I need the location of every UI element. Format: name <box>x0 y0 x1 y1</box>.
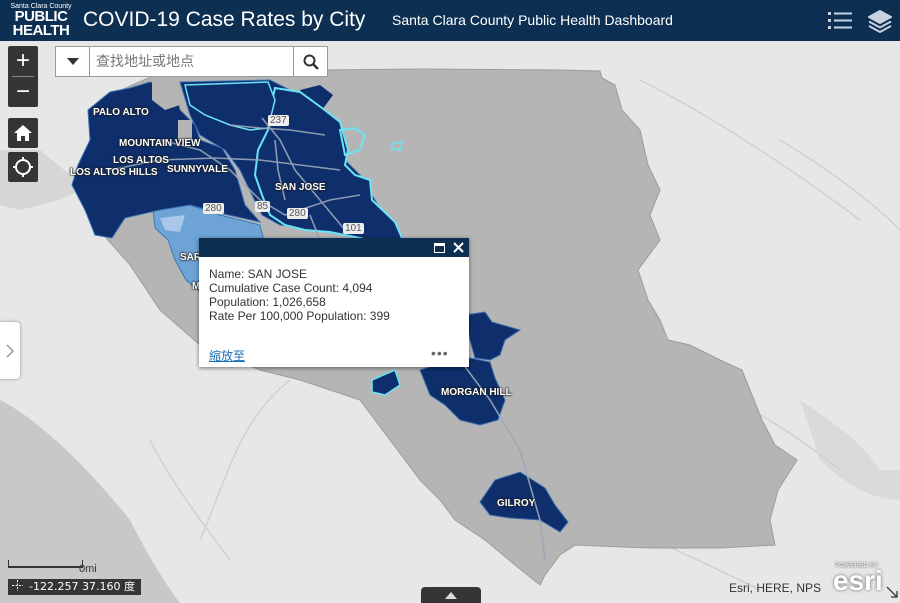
zoom-out-button[interactable]: − <box>15 78 30 105</box>
coordinate-display: -122.257 37.160 度 <box>8 579 141 595</box>
esri-wordmark: esri <box>833 565 883 596</box>
crosshair-icon[interactable] <box>11 579 24 592</box>
logo-public-text: PUBLIC <box>14 8 68 25</box>
caret-up-icon <box>445 591 457 599</box>
esri-logo[interactable]: POWERED BY esri <box>833 561 895 596</box>
home-button[interactable] <box>8 118 38 148</box>
popup-zoom-to-link[interactable]: 縮放至 <box>209 349 246 363</box>
popup-close-button[interactable] <box>451 240 466 255</box>
search-input[interactable] <box>94 51 294 73</box>
logo-county-text: Santa Clara County <box>10 3 72 10</box>
locate-button[interactable] <box>8 152 38 182</box>
search-source-dropdown[interactable] <box>56 47 90 76</box>
search-button[interactable] <box>293 47 327 76</box>
layers-icon[interactable] <box>867 8 893 34</box>
caret-down-icon <box>66 57 79 65</box>
popup-content: Name: SAN JOSE Cumulative Case Count: 4,… <box>199 257 469 323</box>
popup-rate: Rate Per 100,000 Population: 399 <box>209 309 390 323</box>
legend-list-icon[interactable] <box>827 8 853 34</box>
coordinate-text: -122.257 37.160 度 <box>29 580 135 593</box>
feature-popup: Name: SAN JOSE Cumulative Case Count: 4,… <box>199 238 469 367</box>
home-icon <box>14 125 32 141</box>
label-san-jose: SAN JOSE <box>275 182 326 193</box>
label-gilroy: GILROY <box>497 498 536 509</box>
popup-maximize-button[interactable] <box>432 240 447 255</box>
label-mountain-view: MOUNTAIN VIEW <box>119 138 201 149</box>
maximize-icon <box>434 242 445 253</box>
zoom-in-button[interactable]: + <box>15 47 30 74</box>
bottom-panel-toggle[interactable] <box>421 587 481 603</box>
popup-population: Population: 1,026,658 <box>209 295 326 309</box>
logo-health-text: HEALTH <box>12 22 70 39</box>
app-subtitle: Santa Clara County Public Health Dashboa… <box>392 12 673 28</box>
zoom-control: + − <box>8 46 38 107</box>
search-icon <box>303 54 319 70</box>
app-header: Santa Clara County PUBLIC HEALTH COVID-1… <box>0 0 900 41</box>
popup-more-actions-button[interactable]: ••• <box>431 345 449 361</box>
label-saratoga-partial: SAR <box>180 252 202 263</box>
highway-280-label-b: 280 <box>287 208 308 219</box>
label-sunnyvale: SUNNYVALE <box>167 164 228 175</box>
popup-name: Name: SAN JOSE <box>209 267 308 281</box>
label-morgan-hill: MORGAN HILL <box>441 387 512 398</box>
side-panel-toggle[interactable] <box>0 322 20 379</box>
map-attribution[interactable]: Esri, HERE, NPS <box>729 581 822 595</box>
chevron-right-icon <box>6 343 14 358</box>
gilroy-area <box>479 471 569 533</box>
close-icon <box>453 242 464 253</box>
resize-handle-icon[interactable] <box>886 586 898 598</box>
search-widget <box>55 46 328 77</box>
locate-icon <box>13 157 33 177</box>
scale-bar <box>8 560 83 568</box>
label-los-altos-hills: LOS ALTOS HILLS <box>70 167 158 178</box>
zoom-divider <box>12 76 34 77</box>
label-palo-alto: PALO ALTO <box>93 107 149 118</box>
highway-101-label: 101 <box>343 223 364 234</box>
scale-label: 0mi <box>79 563 97 575</box>
label-los-altos: LOS ALTOS <box>113 155 169 166</box>
label-monte-sereno-partial: M <box>192 281 201 292</box>
highway-237-label: 237 <box>268 115 289 126</box>
popup-titlebar <box>199 238 469 257</box>
highway-280-label-a: 280 <box>203 203 224 214</box>
app-title: COVID-19 Case Rates by City <box>83 8 366 31</box>
popup-case-count: Cumulative Case Count: 4,094 <box>209 281 373 295</box>
esri-powered-by-text: POWERED BY <box>835 563 879 569</box>
public-health-logo: Santa Clara County PUBLIC HEALTH <box>9 3 73 38</box>
highway-85-label: 85 <box>255 201 271 212</box>
